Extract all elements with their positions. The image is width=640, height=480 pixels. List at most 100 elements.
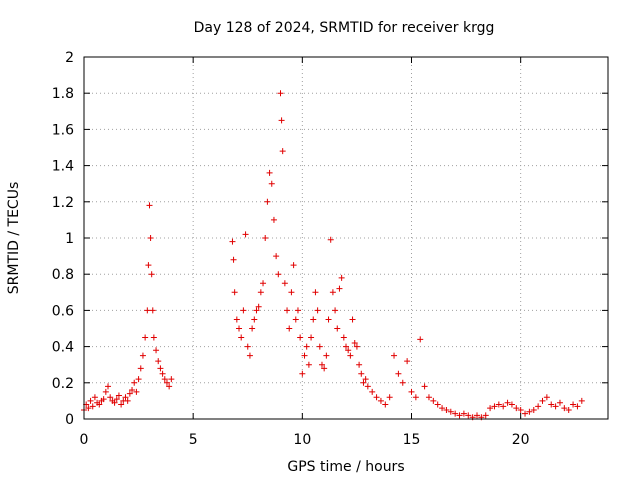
data-point: [253, 307, 260, 314]
data-point: [150, 334, 157, 341]
data-point: [382, 401, 389, 408]
data-point: [336, 285, 343, 292]
x-tick-label: 10: [293, 432, 311, 448]
data-point: [149, 307, 156, 314]
data-point: [236, 325, 243, 332]
data-point: [513, 405, 520, 412]
data-point: [133, 388, 140, 395]
data-point: [316, 343, 323, 350]
data-point: [364, 383, 371, 390]
data-point: [508, 401, 515, 408]
data-point: [303, 343, 310, 350]
data-point: [465, 412, 472, 419]
data-point: [430, 397, 437, 404]
data-point: [487, 405, 494, 412]
data-point: [362, 376, 369, 383]
data-point: [329, 289, 336, 296]
data-point: [421, 383, 428, 390]
data-point: [353, 343, 360, 350]
data-point: [308, 334, 315, 341]
data-point: [343, 343, 349, 350]
data-point: [122, 394, 129, 401]
data-point: [552, 403, 559, 410]
data-point: [111, 399, 118, 406]
plot-frame: [83, 56, 609, 420]
data-point: [145, 262, 152, 269]
data-point: [452, 410, 459, 417]
data-point: [131, 379, 138, 386]
data-point: [137, 365, 144, 372]
data-point: [288, 289, 295, 296]
data-point: [278, 117, 285, 124]
data-point: [238, 334, 245, 341]
data-point: [570, 401, 577, 408]
data-point: [281, 280, 288, 287]
data-point: [460, 410, 467, 417]
data-point: [504, 399, 511, 406]
data-point: [277, 90, 284, 97]
data-point: [229, 238, 236, 245]
data-point: [96, 401, 103, 408]
data-point: [526, 408, 533, 415]
data-point: [230, 256, 237, 263]
data-point: [360, 379, 367, 386]
data-point: [129, 387, 136, 394]
y-tick-label: 1.2: [52, 195, 74, 211]
y-tick-label: 0.6: [52, 303, 74, 319]
data-point: [240, 307, 247, 314]
data-point: [270, 216, 277, 223]
data-point: [318, 361, 325, 368]
data-point: [323, 352, 330, 359]
data-point: [334, 325, 341, 332]
data-point: [578, 397, 585, 404]
data-point: [273, 253, 280, 260]
ticks: 00.20.40.60.811.21.41.61.820 5 10 15 20: [52, 50, 608, 448]
data-points: [81, 90, 585, 421]
y-tick-label: 2: [65, 50, 74, 66]
y-tick-label: 1.8: [52, 86, 74, 102]
data-point: [351, 339, 358, 346]
y-tick-label: 0.4: [52, 340, 74, 356]
data-point: [262, 235, 269, 241]
x-tick-label: 0: [80, 432, 89, 448]
data-point: [332, 307, 339, 314]
data-point: [373, 394, 380, 401]
data-point: [147, 235, 154, 241]
data-point: [268, 180, 275, 187]
data-point: [377, 397, 384, 404]
data-point: [535, 403, 542, 410]
data-point: [242, 231, 249, 238]
data-point: [425, 394, 432, 401]
data-point: [500, 403, 507, 410]
chart-title: Day 128 of 2024, SRMTID for receiver krg…: [194, 20, 495, 36]
data-point: [434, 401, 441, 408]
x-tick-label: 20: [512, 432, 530, 448]
data-point: [144, 307, 151, 314]
data-point: [153, 347, 160, 354]
data-point: [292, 316, 299, 323]
grid: [84, 57, 608, 419]
data-point: [244, 343, 251, 350]
x-axis-label: GPS time / hours: [287, 459, 404, 475]
data-point: [115, 392, 122, 399]
data-point: [161, 376, 168, 383]
data-point: [159, 370, 166, 377]
data-point: [443, 406, 450, 413]
data-point: [310, 316, 317, 323]
x-tick-label: 15: [403, 432, 421, 448]
data-point: [408, 388, 415, 395]
data-point: [105, 383, 112, 390]
data-point: [456, 412, 463, 419]
data-point: [404, 358, 411, 365]
data-point: [522, 410, 529, 417]
data-point: [548, 401, 555, 408]
data-point: [163, 379, 170, 386]
data-point: [386, 394, 393, 401]
data-point: [474, 412, 480, 419]
data-point: [391, 352, 398, 359]
data-point: [155, 358, 162, 365]
data-point: [168, 376, 175, 383]
data-point: [297, 334, 304, 341]
data-point: [126, 390, 133, 397]
